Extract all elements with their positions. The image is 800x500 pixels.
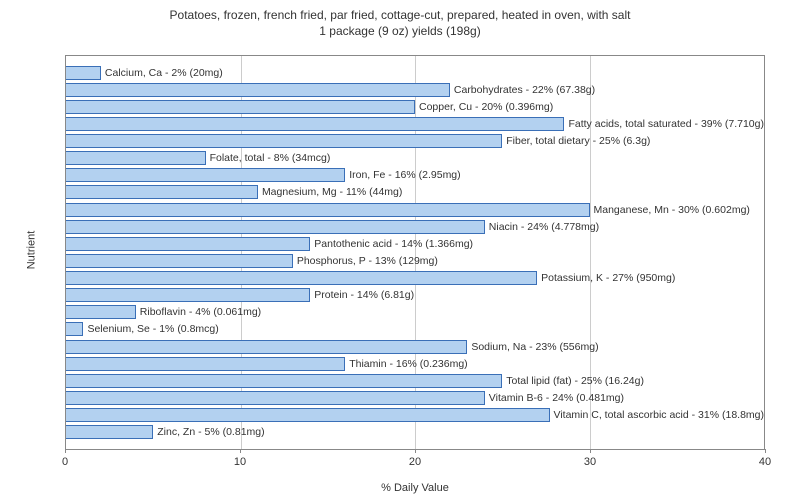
bar-label: Selenium, Se - 1% (0.8mcg)	[83, 323, 218, 335]
bar-row: Fiber, total dietary - 25% (6.3g)	[66, 134, 764, 148]
x-tick-label: 20	[409, 456, 421, 468]
bar-label: Riboflavin - 4% (0.061mg)	[136, 306, 261, 318]
bar-row: Phosphorus, P - 13% (129mg)	[66, 254, 764, 268]
bar-row: Zinc, Zn - 5% (0.81mg)	[66, 425, 764, 439]
x-tick-label: 30	[584, 456, 596, 468]
bar-label: Manganese, Mn - 30% (0.602mg)	[590, 204, 750, 216]
bar	[66, 220, 485, 234]
bar	[66, 425, 153, 439]
x-tick-label: 0	[62, 456, 68, 468]
bar	[66, 151, 206, 165]
bar-row: Copper, Cu - 20% (0.396mg)	[66, 100, 764, 114]
y-axis-label: Nutrient	[25, 231, 37, 270]
bar-label: Niacin - 24% (4.778mg)	[485, 221, 599, 233]
bar	[66, 237, 310, 251]
bar	[66, 185, 258, 199]
bar	[66, 83, 450, 97]
bar-label: Phosphorus, P - 13% (129mg)	[293, 255, 438, 267]
bar-row: Sodium, Na - 23% (556mg)	[66, 340, 764, 354]
bar	[66, 305, 136, 319]
bar-label: Fiber, total dietary - 25% (6.3g)	[502, 135, 650, 147]
bar-label: Magnesium, Mg - 11% (44mg)	[258, 186, 402, 198]
bar	[66, 408, 550, 422]
title-line-1: Potatoes, frozen, french fried, par frie…	[170, 8, 631, 22]
bar-label: Calcium, Ca - 2% (20mg)	[101, 67, 223, 79]
x-tick-mark	[65, 449, 66, 453]
bar-row: Magnesium, Mg - 11% (44mg)	[66, 185, 764, 199]
bar-row: Fatty acids, total saturated - 39% (7.71…	[66, 117, 764, 131]
bar	[66, 134, 502, 148]
bar-row: Niacin - 24% (4.778mg)	[66, 220, 764, 234]
bar	[66, 288, 310, 302]
x-tick-mark	[240, 449, 241, 453]
bar-row: Vitamin B-6 - 24% (0.481mg)	[66, 391, 764, 405]
x-tick-label: 40	[759, 456, 771, 468]
bar-row: Manganese, Mn - 30% (0.602mg)	[66, 203, 764, 217]
bar	[66, 340, 467, 354]
bar	[66, 117, 564, 131]
bar	[66, 254, 293, 268]
x-tick-label: 10	[234, 456, 246, 468]
bar-label: Folate, total - 8% (34mcg)	[206, 152, 331, 164]
bar-label: Carbohydrates - 22% (67.38g)	[450, 84, 595, 96]
bar-row: Protein - 14% (6.81g)	[66, 288, 764, 302]
x-axis-label: % Daily Value	[65, 482, 765, 494]
x-ticks: 010203040	[65, 452, 765, 472]
bar-label: Thiamin - 16% (0.236mg)	[345, 358, 467, 370]
bar-label: Potassium, K - 27% (950mg)	[537, 272, 675, 284]
bar	[66, 66, 101, 80]
bar-label: Protein - 14% (6.81g)	[310, 289, 414, 301]
bar-label: Fatty acids, total saturated - 39% (7.71…	[564, 118, 764, 130]
bar-row: Vitamin C, total ascorbic acid - 31% (18…	[66, 408, 764, 422]
bar-row: Total lipid (fat) - 25% (16.24g)	[66, 374, 764, 388]
bar-label: Pantothenic acid - 14% (1.366mg)	[310, 238, 473, 250]
bar-label: Sodium, Na - 23% (556mg)	[467, 341, 598, 353]
bar-label: Total lipid (fat) - 25% (16.24g)	[502, 375, 644, 387]
bar-row: Thiamin - 16% (0.236mg)	[66, 357, 764, 371]
bar	[66, 391, 485, 405]
bar-row: Riboflavin - 4% (0.061mg)	[66, 305, 764, 319]
bar-row: Carbohydrates - 22% (67.38g)	[66, 83, 764, 97]
bar-label: Zinc, Zn - 5% (0.81mg)	[153, 426, 264, 438]
x-tick-mark	[765, 449, 766, 453]
bar-row: Pantothenic acid - 14% (1.366mg)	[66, 237, 764, 251]
bar	[66, 322, 83, 336]
bar-row: Folate, total - 8% (34mcg)	[66, 151, 764, 165]
bar	[66, 168, 345, 182]
bar	[66, 203, 590, 217]
bar	[66, 374, 502, 388]
bar	[66, 357, 345, 371]
bar	[66, 100, 415, 114]
bar-label: Vitamin C, total ascorbic acid - 31% (18…	[550, 409, 764, 421]
bar-row: Selenium, Se - 1% (0.8mcg)	[66, 322, 764, 336]
chart-title: Potatoes, frozen, french fried, par frie…	[0, 0, 800, 39]
bar-row: Calcium, Ca - 2% (20mg)	[66, 66, 764, 80]
x-tick-mark	[590, 449, 591, 453]
bar-row: Iron, Fe - 16% (2.95mg)	[66, 168, 764, 182]
bar-label: Vitamin B-6 - 24% (0.481mg)	[485, 392, 624, 404]
x-tick-mark	[415, 449, 416, 453]
bar	[66, 271, 537, 285]
bar-label: Copper, Cu - 20% (0.396mg)	[415, 101, 553, 113]
bar-row: Potassium, K - 27% (950mg)	[66, 271, 764, 285]
plot-area: Calcium, Ca - 2% (20mg) Carbohydrates - 2…	[65, 55, 765, 450]
bar-label: Iron, Fe - 16% (2.95mg)	[345, 169, 460, 181]
title-line-2: 1 package (9 oz) yields (198g)	[319, 24, 480, 38]
bars-container: Calcium, Ca - 2% (20mg) Carbohydrates - 2…	[66, 64, 764, 441]
